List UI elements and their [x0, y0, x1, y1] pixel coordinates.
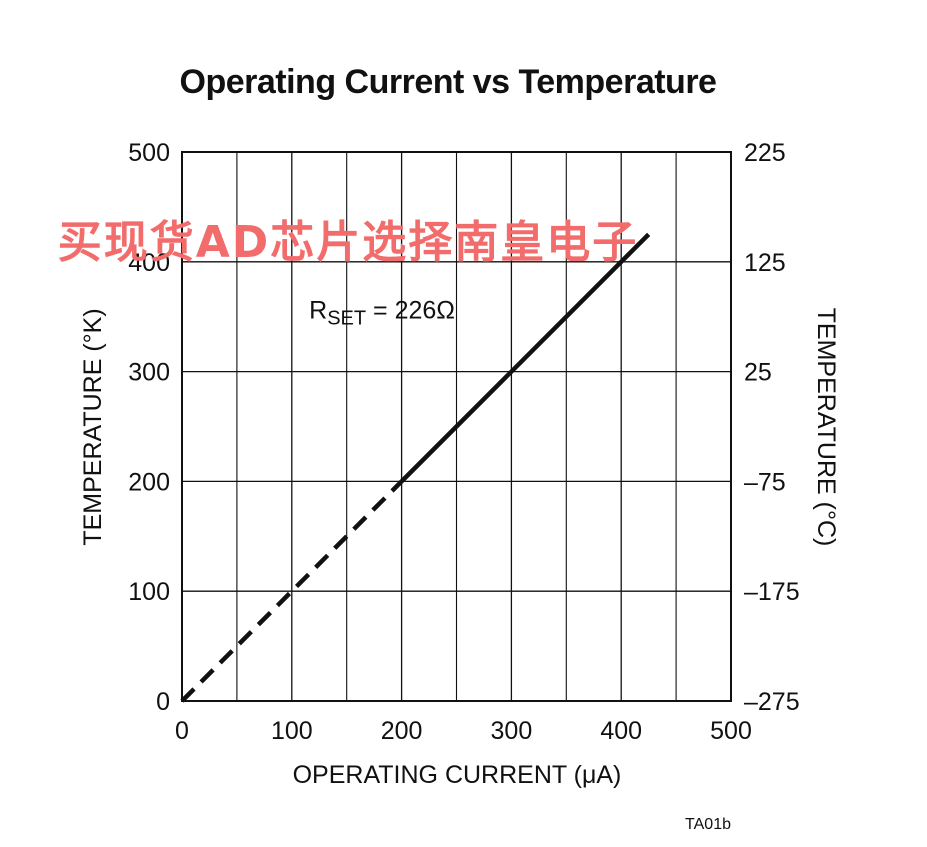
y2-tick-label: –175 — [744, 578, 800, 606]
y-tick-label: 0 — [156, 688, 170, 716]
plot-frame — [181, 151, 732, 702]
y-axis-right-ticks: –275 –175 –75 25 125 225 — [744, 139, 800, 716]
x-tick-label: 100 — [271, 717, 313, 745]
rset-annotation-sub: SET — [327, 308, 366, 330]
y-tick-label: 500 — [128, 139, 170, 167]
x-tick-label: 200 — [381, 717, 423, 745]
x-tick-label: 400 — [600, 717, 642, 745]
y-tick-label: 400 — [128, 249, 170, 277]
y2-tick-label: 25 — [744, 359, 772, 387]
series-line-dashed — [180, 479, 404, 703]
x-axis-ticks: 0 100 200 300 400 500 — [175, 717, 752, 745]
rset-annotation: RSET = 226Ω — [309, 297, 455, 330]
y-axis-left-label: TEMPERATURE (°K) — [79, 308, 107, 545]
rset-annotation-main: R — [309, 297, 327, 325]
y2-tick-label: –75 — [744, 468, 786, 496]
y-axis-left-ticks: 0 100 200 300 400 500 — [128, 139, 170, 716]
y2-tick-label: 125 — [744, 249, 786, 277]
figure-id: TA01b — [685, 816, 731, 833]
y2-tick-label: –275 — [744, 688, 800, 716]
watermark-text: 买现货AD芯片选择南皇电子 — [58, 217, 639, 268]
y-tick-label: 200 — [128, 468, 170, 496]
x-tick-label: 300 — [491, 717, 533, 745]
x-tick-label: 500 — [710, 717, 752, 745]
rset-annotation-rest: = 226Ω — [366, 297, 455, 325]
y-tick-label: 300 — [128, 359, 170, 387]
y2-tick-label: 225 — [744, 139, 786, 167]
x-tick-label: 0 — [175, 717, 189, 745]
grid — [181, 151, 732, 702]
x-axis-label: OPERATING CURRENT (μA) — [293, 761, 622, 789]
y-axis-right-label: TEMPERATURE (°C) — [812, 308, 840, 547]
series-line-solid — [400, 232, 651, 483]
y-tick-label: 100 — [128, 578, 170, 606]
plot-lines — [180, 232, 651, 703]
chart-title: Operating Current vs Temperature — [180, 63, 717, 101]
